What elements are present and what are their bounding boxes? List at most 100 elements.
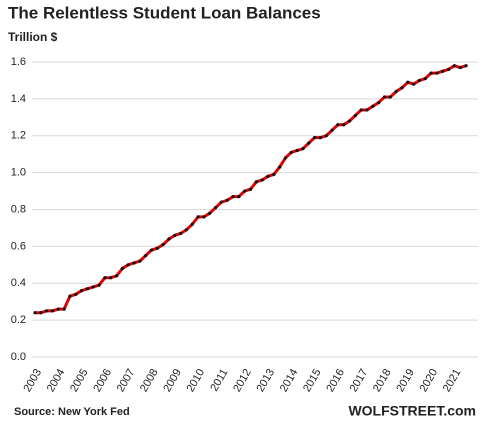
marker [74,292,78,296]
y-tick-label: 0.0 [11,351,26,363]
marker [330,128,334,132]
marker [417,78,422,83]
marker [260,178,264,182]
marker [85,287,90,291]
marker [441,69,445,73]
x-tick-label: 2018 [371,367,394,394]
marker [446,67,451,71]
marker [248,187,253,191]
marker [359,108,363,112]
marker [371,104,375,108]
x-tick-label: 2007 [115,367,138,394]
marker [126,263,130,267]
marker [91,285,95,289]
y-tick-label: 0.8 [11,203,26,215]
marker [167,237,171,241]
x-tick-label: 2010 [185,367,208,394]
x-tick-label: 2013 [254,367,277,394]
y-tick-label: 0.2 [11,314,26,326]
marker [237,194,241,199]
x-tick-label: 2019 [394,367,417,394]
marker [179,231,183,236]
y-tick-label: 1.6 [11,56,26,68]
y-tick-label: 1.2 [11,130,26,142]
marker [254,180,258,184]
source: Source: New York Fed [14,406,130,418]
x-tick-label: 2015 [301,367,324,394]
marker [213,206,218,210]
marker [377,100,381,105]
marker [412,82,416,86]
y-tick-label: 0.6 [11,240,26,252]
x-tick-label: 2014 [278,367,301,394]
marker [394,89,398,94]
marker [278,165,282,169]
marker [62,307,66,311]
marker [406,80,410,84]
marker [283,156,288,160]
marker [50,309,55,313]
marker [289,150,293,154]
marker [68,294,72,298]
marker [97,283,101,287]
marker [353,113,357,118]
marker [202,215,206,219]
marker [56,307,60,311]
marker [138,259,142,263]
marker [132,261,136,265]
marker [231,194,235,199]
x-tick-label: 2003 [21,367,44,394]
x-tick-label: 2021 [441,367,464,394]
marker [144,253,148,258]
marker [114,274,119,278]
marker [429,71,433,75]
marker [39,311,43,315]
x-tick-label: 2004 [45,367,68,394]
marker [295,148,299,153]
brand: WOLFSTREET.com [348,403,476,419]
marker [400,86,404,90]
marker [313,135,317,140]
y-tick-label: 1.0 [11,167,26,179]
marker [388,95,392,99]
marker [318,135,323,140]
marker [120,266,124,271]
marker [161,242,165,247]
marker [80,289,84,293]
marker [173,233,177,237]
marker [452,64,456,68]
marker [423,76,427,81]
x-tick-label: 2020 [418,367,441,394]
marker [307,141,311,145]
marker [155,246,159,250]
marker [184,228,189,232]
x-tick-label: 2017 [348,367,371,394]
marker [458,65,462,70]
marker [103,276,107,280]
marker [301,147,305,151]
x-tick-label: 2012 [231,367,254,394]
x-tick-label: 2005 [68,367,91,394]
marker [208,211,212,215]
marker [266,174,270,178]
y-tick-label: 1.4 [11,93,26,105]
marker [347,119,352,123]
marker [190,222,194,226]
marker [243,189,247,193]
x-tick-label: 2008 [138,367,161,394]
marker [33,311,37,315]
marker [464,64,468,68]
marker [225,198,229,202]
chart-title: The Relentless Student Loan Balances [8,3,321,22]
y-tick-label: 0.4 [11,277,26,289]
marker [109,276,113,280]
marker [272,172,276,177]
marker [196,215,200,219]
marker [336,123,340,127]
marker [365,108,369,112]
chart-subtitle: Trillion $ [8,30,58,44]
marker [324,134,328,138]
x-tick-label: 2011 [208,367,230,393]
marker [435,71,439,75]
